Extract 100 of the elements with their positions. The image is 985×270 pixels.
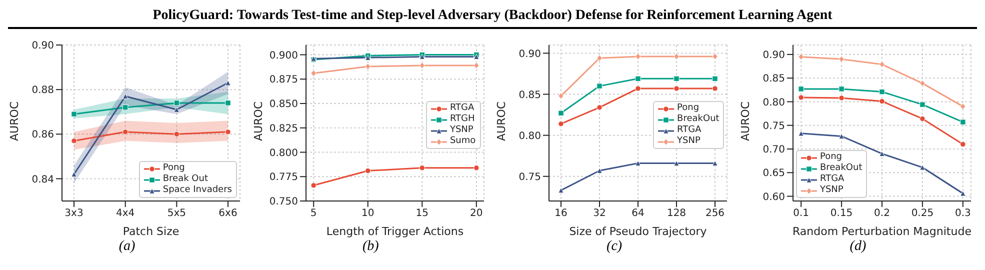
y-tick-label: 0.90 [762, 50, 785, 62]
y-tick-label: 0.775 [269, 172, 298, 184]
y-axis-title: AUROC [495, 101, 508, 141]
legend-label: Pong [820, 152, 842, 163]
y-tick-label: 0.850 [269, 99, 298, 110]
point [920, 116, 926, 122]
point [879, 61, 885, 68]
x-tick-label: 16 [554, 208, 568, 220]
point [838, 86, 844, 92]
x-tick-label: 0.3 [954, 208, 971, 220]
x-tick-label: 5x5 [167, 208, 186, 220]
point [920, 80, 926, 87]
point [635, 76, 642, 82]
legend-label: YSNP [677, 136, 700, 148]
point [418, 62, 425, 69]
legend-label: Break Out [162, 174, 208, 185]
point [712, 76, 718, 82]
legend-label: RTGA [677, 125, 702, 136]
y-tick-label: 0.90 [32, 40, 54, 52]
y-tick-label: 0.750 [269, 196, 298, 208]
legend-label: Pong [162, 163, 185, 174]
y-tick-label: 0.85 [762, 74, 785, 85]
text: PolicyGuard: Towards Test-time and Step-level Adversary (Backdoor) Defense for Reinforcement Learning Agent [8, 8, 977, 29]
text: (a) [118, 239, 136, 255]
point [596, 83, 603, 89]
x-axis-title: Length of Trigger Actions [326, 225, 464, 238]
point [558, 110, 564, 116]
point [418, 165, 425, 171]
y-axis-title: AUROC [252, 101, 265, 141]
x-tick-label: 5 [310, 208, 316, 220]
legend-label: Space Invaders [162, 185, 232, 196]
text: (c) [606, 239, 624, 255]
text: (b) [361, 239, 380, 255]
x-axis-title: Random Perturbation Magnitude [792, 225, 972, 238]
y-tick-label: 0.80 [762, 97, 785, 108]
point [596, 54, 603, 62]
x-tick-label: 6x6 [218, 208, 238, 220]
point [712, 86, 718, 92]
point [225, 100, 231, 106]
point [920, 164, 926, 170]
point [558, 92, 564, 100]
x-axis-title: Size of Pseudo Trajectory [570, 225, 708, 238]
legend-label: RTGA [450, 103, 474, 114]
y-tick-label: 0.825 [269, 123, 298, 134]
y-tick-label: 0.85 [519, 90, 542, 101]
x-tick-label: 0.1 [793, 208, 810, 220]
point [122, 93, 128, 100]
point [879, 150, 885, 157]
point [798, 86, 804, 92]
y-tick-label: 0.75 [762, 120, 785, 132]
y-tick-label: 0.875 [269, 74, 298, 86]
y-tick-label: 0.80 [519, 130, 542, 142]
point [635, 86, 642, 92]
x-tick-label: 4x4 [116, 208, 135, 220]
y-axis-title: AUROC [8, 101, 21, 141]
point [838, 95, 844, 101]
y-tick-label: 0.800 [269, 148, 298, 159]
point [674, 86, 680, 92]
point [558, 120, 564, 127]
point [174, 131, 180, 137]
point [838, 133, 844, 140]
point [960, 103, 966, 110]
point [122, 129, 128, 135]
text: (d) [848, 239, 868, 255]
point [879, 98, 885, 104]
y-tick-label: 0.84 [32, 174, 54, 186]
point [674, 76, 680, 82]
point [71, 171, 77, 178]
legend-label: RTGH [450, 114, 475, 125]
point [798, 53, 804, 60]
x-tick-label: 32 [593, 208, 606, 220]
point [798, 94, 804, 100]
point [473, 165, 479, 171]
x-axis-title: Patch Size [122, 225, 180, 238]
x-tick-label: 128 [667, 208, 686, 220]
x-tick-label: 3x3 [64, 208, 84, 220]
y-tick-label: 0.75 [519, 172, 542, 183]
point [122, 104, 128, 110]
point [174, 100, 180, 106]
y-tick-label: 0.86 [32, 130, 54, 141]
point [920, 102, 926, 108]
x-tick-label: 64 [632, 208, 645, 220]
point [473, 62, 479, 69]
point [71, 111, 77, 117]
point [674, 53, 680, 60]
legend-label: RTGA [820, 174, 844, 185]
y-tick-label: 0.90 [519, 48, 542, 60]
point [174, 106, 180, 112]
point [798, 130, 804, 136]
x-tick-label: 10 [361, 208, 374, 220]
legend-label: BreakOut [677, 114, 720, 125]
x-tick-label: 20 [470, 208, 482, 220]
point [879, 88, 885, 95]
point [596, 104, 603, 110]
point [364, 168, 370, 174]
x-tick-label: 0.2 [874, 208, 890, 220]
legend-label: BreakOut [820, 163, 862, 174]
x-tick-label: 0.25 [911, 208, 934, 220]
y-tick-label: 0.88 [32, 85, 54, 96]
legend-label: Sumo [450, 136, 476, 148]
